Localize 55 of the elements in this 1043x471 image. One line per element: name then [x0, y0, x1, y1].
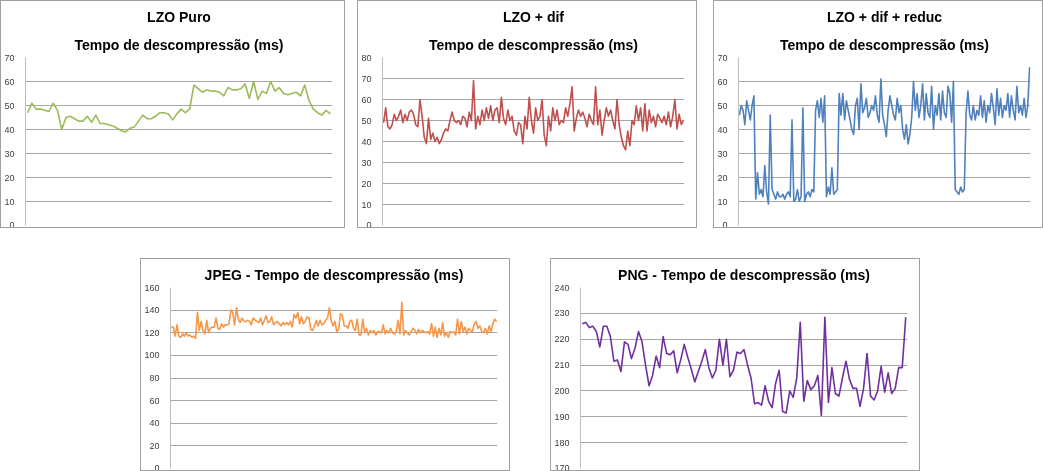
line-series	[26, 80, 332, 133]
y-tick-label: 80	[361, 52, 372, 63]
y-tick-label: 220	[554, 334, 570, 345]
y-tick-label: 10	[361, 199, 372, 210]
y-tick-label: 190	[554, 411, 570, 422]
y-tick-label: 0	[722, 219, 728, 230]
y-tick-label: 40	[717, 124, 728, 135]
y-tick-label: 40	[149, 418, 160, 429]
y-tick-label: 70	[361, 73, 372, 84]
chart-title: JPEG - Tempo de descompressão (ms)	[204, 266, 464, 283]
y-tick-label: 30	[4, 148, 15, 159]
chart-title: LZO Puro	[147, 8, 211, 25]
y-tick-label: 20	[4, 172, 15, 183]
line-series	[738, 66, 1031, 205]
y-tick-label: 210	[554, 360, 570, 371]
chart-subtitle: Tempo de descompressão (ms)	[74, 36, 284, 53]
chart-title: LZO + dif	[502, 8, 565, 25]
line-series	[581, 316, 907, 417]
y-tick-label: 80	[149, 373, 160, 383]
y-tick-label: 230	[554, 308, 570, 319]
y-tick-label: 20	[717, 172, 728, 183]
y-tick-label: 50	[717, 100, 728, 111]
chart-subtitle: Tempo de descompressão (ms)	[779, 36, 990, 53]
y-tick-label: 0	[366, 219, 372, 230]
y-tick-label: 10	[717, 196, 728, 207]
chart-title: LZO + dif + reduc	[826, 8, 943, 25]
y-tick-label: 70	[717, 52, 728, 63]
y-tick-label: 100	[144, 350, 160, 361]
y-tick-label: 120	[144, 327, 160, 338]
y-tick-label: 30	[361, 157, 372, 168]
y-tick-label: 40	[361, 136, 372, 147]
y-tick-label: 180	[554, 437, 570, 448]
y-tick-label: 30	[717, 148, 728, 159]
y-tick-label: 140	[144, 305, 160, 316]
line-series	[382, 79, 685, 151]
y-tick-label: 60	[149, 395, 160, 406]
y-tick-label: 70	[4, 52, 15, 63]
y-tick-label: 170	[554, 462, 570, 471]
y-tick-label: 0	[9, 219, 15, 230]
y-tick-label: 20	[149, 440, 160, 451]
y-tick-label: 0	[154, 462, 160, 471]
y-tick-label: 50	[4, 100, 15, 111]
y-tick-label: 200	[554, 385, 570, 396]
y-tick-label: 50	[361, 115, 372, 126]
y-tick-label: 60	[361, 94, 372, 105]
y-tick-label: 240	[554, 282, 570, 293]
line-series	[170, 301, 498, 340]
y-tick-label: 60	[717, 76, 728, 87]
y-tick-label: 20	[361, 178, 372, 189]
chart-title: PNG - Tempo de descompressão (ms)	[618, 266, 870, 283]
y-tick-label: 60	[4, 76, 15, 87]
y-tick-label: 160	[144, 282, 160, 293]
y-tick-label: 40	[4, 124, 15, 135]
chart-subtitle: Tempo de descompressão (ms)	[428, 36, 639, 53]
y-tick-label: 10	[4, 196, 15, 207]
